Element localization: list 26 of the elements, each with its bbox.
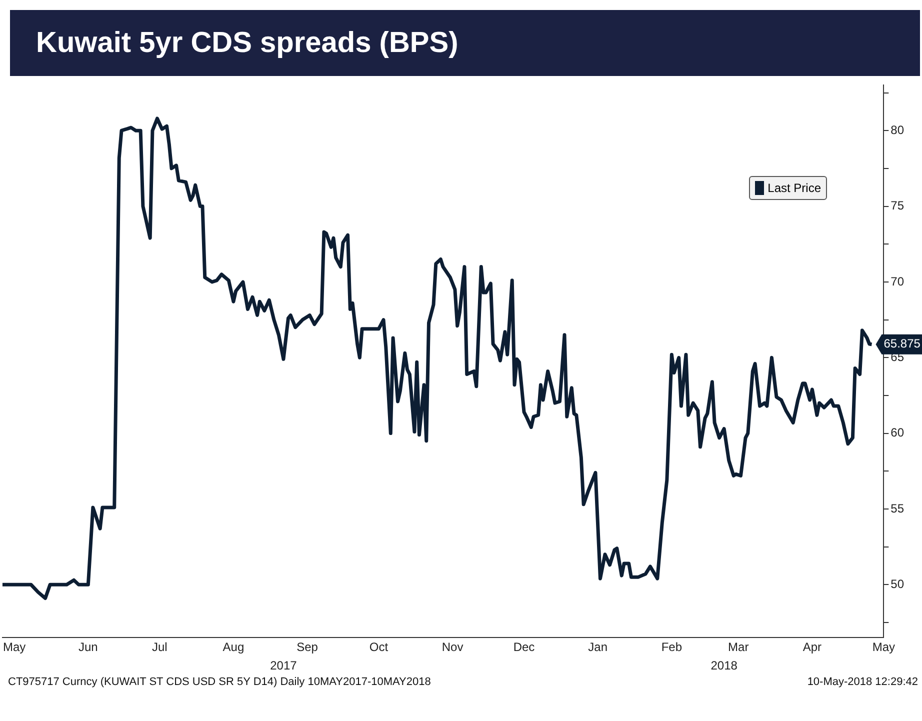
- y-tick-label: 75: [890, 198, 904, 213]
- text: CT975717 Curncy (KUWAIT ST CDS USD SR 5Y D14) Daily 10MAY2017-10MAY2018: [8, 676, 431, 688]
- x-tick-label: Mar: [728, 640, 749, 654]
- text: 2018: [710, 658, 738, 672]
- x-tick-label: Nov: [442, 640, 464, 654]
- y-tick-label: 80: [890, 122, 904, 137]
- x-tick-label: Aug: [222, 640, 244, 654]
- x-tick-label: Jul: [152, 640, 168, 654]
- y-tick-label: 55: [890, 501, 904, 516]
- text: 10-May-2018 12:29:42: [807, 676, 918, 688]
- x-tick-label: Dec: [513, 640, 535, 654]
- chart-title: Kuwait 5yr CDS spreads (BPS): [10, 10, 920, 76]
- x-tick-label: Jun: [78, 640, 98, 654]
- y-tick-label: 70: [890, 274, 904, 288]
- text: 2017: [270, 658, 298, 672]
- x-tick-label: May: [872, 640, 895, 654]
- x-tick-label: Oct: [369, 640, 389, 654]
- data-label: 65.875: [884, 336, 921, 351]
- x-tick-label: May: [3, 640, 26, 654]
- legend-label: Last Price: [768, 181, 821, 195]
- x-tick-label: Apr: [802, 640, 822, 654]
- x-tick-label: Jan: [588, 640, 608, 654]
- x-tick-label: Sep: [296, 640, 318, 654]
- y-tick-label: 60: [890, 426, 904, 440]
- x-tick-label: Feb: [661, 640, 682, 654]
- y-tick-label: 50: [890, 576, 904, 591]
